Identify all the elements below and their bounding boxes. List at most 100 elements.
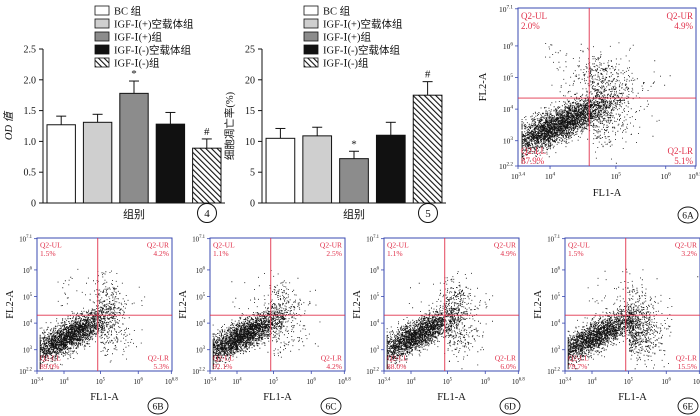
y-tick-label: 105 [370, 293, 380, 302]
panel-label-circle [147, 397, 169, 415]
quadrant-ur-name: Q2-UR [494, 241, 516, 250]
quadrant-ur-name: Q2-UR [147, 241, 169, 250]
bar-3 [339, 158, 369, 204]
x-tick-label: 103.4 [559, 378, 572, 387]
panel-label: 6D [504, 403, 516, 413]
legend-swatch-2 [94, 18, 110, 29]
x-tick-label: 106.8 [165, 378, 178, 387]
y-tick-label: 103 [503, 136, 514, 146]
x-tick-label: 106 [134, 378, 144, 387]
y-tick-label: 5 [250, 168, 255, 179]
quadrant-ul-name: Q2-UL [213, 241, 235, 250]
y-tick-label: 104 [551, 320, 561, 329]
y-axis-label: OD 值 [3, 110, 15, 140]
y-tick-label: 15 [245, 106, 255, 117]
y-tick-label: 104 [23, 320, 33, 329]
y-tick-label: 104 [370, 320, 380, 329]
legend-swatch-4 [303, 44, 319, 55]
quadrant-lr-name: Q2-LR [321, 354, 342, 363]
x-tick-label: 106 [481, 378, 491, 387]
quadrant-ul-percent: 1.5% [568, 249, 584, 258]
y-tick-label: 107.1 [547, 235, 560, 244]
y-tick-label: 102.2 [366, 368, 379, 377]
x-tick-label: 104 [406, 378, 416, 387]
quadrant-ll-name: Q2-LL [521, 146, 546, 156]
y-tick-label: 102.2 [499, 162, 513, 172]
panel-label: 5 [425, 208, 431, 220]
y-tick-label: 104 [196, 320, 206, 329]
y-tick-label: 1.0 [24, 137, 37, 148]
quadrant-lr-percent: 4.2% [326, 362, 342, 371]
quadrant-ll-percent: 92.1% [213, 362, 232, 371]
y-tick-label: 103 [23, 346, 33, 355]
legend-swatch-1 [303, 5, 319, 16]
quadrant-ur-name: Q2-UR [320, 241, 342, 250]
quadrant-ll-name: Q2-LL [387, 354, 408, 363]
quadrant-ll-percent: 89.0% [40, 362, 59, 371]
y-tick-label: 103 [551, 346, 561, 355]
y-tick-label: 105 [23, 293, 33, 302]
quadrant-ll-name: Q2-LL [213, 354, 234, 363]
bar-4 [375, 134, 406, 204]
quadrant-ur-percent: 4.2% [153, 249, 169, 258]
y-tick-label: 103 [370, 346, 380, 355]
y-tick-label: 106 [370, 266, 380, 275]
y-tick-label: 102.2 [547, 368, 560, 377]
y-tick-label: 106 [196, 266, 206, 275]
legend-label-1: BC 组 [323, 5, 351, 18]
significance-mark-3: * [351, 138, 357, 150]
x-tick-label: 105 [624, 378, 634, 387]
legend-label-2: IGF-Ⅰ(+)空载体组 [323, 18, 403, 31]
quadrant-lr-name: Q2-LR [676, 354, 697, 363]
x-axis-label: 组别 [123, 207, 145, 221]
x-tick-label: 106.8 [693, 378, 700, 387]
x-tick-label: 104 [545, 172, 556, 182]
quadrant-ur-percent: 3.2% [681, 249, 697, 258]
event-dots [386, 271, 494, 370]
quadrant-ul-percent: 1.1% [387, 249, 403, 258]
legend-label-4: IGF-Ⅰ(-)空载体组 [323, 44, 401, 57]
y-tick-label: 104 [503, 105, 514, 115]
legend-label-4: IGF-Ⅰ(-)空载体组 [114, 44, 192, 57]
event-dots [212, 270, 321, 370]
y-tick-label: 107.1 [366, 235, 379, 244]
bar-2 [302, 135, 333, 204]
panel-label: 4 [204, 208, 210, 220]
quadrant-lr-name: Q2-LR [148, 354, 169, 363]
x-tick-label: 103.4 [31, 378, 44, 387]
quadrant-lr-name: Q2-LR [495, 354, 516, 363]
y-tick-label: 106 [551, 266, 561, 275]
quadrant-lr-name: Q2-LR [668, 146, 694, 156]
significance-mark-3: * [131, 68, 137, 80]
panel-label: 6E [683, 403, 694, 413]
legend-label-1: BC 组 [114, 5, 142, 18]
y-tick-label: 105 [503, 73, 514, 83]
quadrant-ur-percent: 4.9% [674, 21, 693, 31]
panel-label: 6B [152, 403, 163, 413]
y-tick-label: 107.1 [499, 4, 513, 14]
bar-chart-4: 0 0.5 1.0 1.5 2.0 2.5 OD 值 * # 组别 4 BC 组IGF-Ⅰ(+)空载体… [3, 5, 225, 223]
quadrant-ur-percent: 4.9% [500, 249, 516, 258]
x-tick-label: 105 [611, 172, 622, 182]
significance-mark-5: # [204, 126, 210, 138]
x-axis-label: FL1-A [90, 392, 119, 403]
quadrant-ur-name: Q2-UR [667, 11, 694, 21]
y-tick-label: 106 [503, 41, 514, 51]
bar-3 [119, 92, 149, 204]
quadrant-ll-percent: 88.0% [387, 362, 406, 371]
legend-label-5: IGF-Ⅰ(-)组 [114, 57, 160, 70]
quadrant-ll-name: Q2-LL [40, 354, 61, 363]
quadrant-ul-percent: 1.5% [40, 249, 56, 258]
legend-swatch-3 [94, 31, 110, 42]
y-axis-label: FL2-A [533, 290, 544, 319]
quadrant-ur-percent: 2.5% [326, 249, 342, 258]
panel-label-circle [320, 397, 342, 415]
x-axis-label: 组别 [343, 207, 365, 221]
quadrant-ul-name: Q2-UL [40, 241, 62, 250]
y-axis-label: FL2-A [352, 290, 363, 319]
x-tick-label: 103.4 [511, 172, 525, 182]
panel-label: 6C [325, 403, 336, 413]
